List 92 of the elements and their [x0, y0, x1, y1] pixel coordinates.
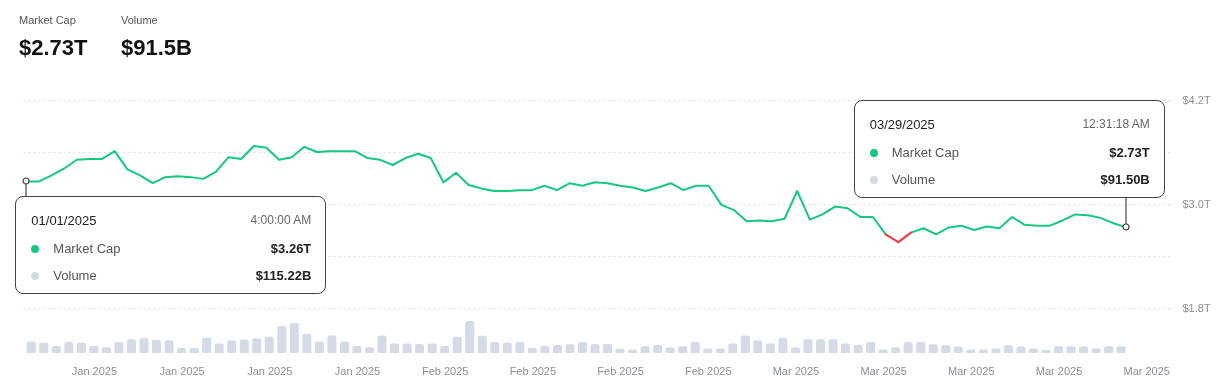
bar	[76, 342, 86, 353]
bar	[89, 345, 99, 353]
bar	[339, 341, 349, 353]
x-tick-label: Jan 2025	[334, 364, 381, 377]
bar	[866, 342, 876, 353]
x-tick-label: Mar 2025	[860, 364, 907, 377]
bar	[327, 335, 337, 353]
bar	[452, 336, 462, 353]
bar	[740, 335, 750, 353]
bar	[402, 343, 412, 353]
bar	[377, 335, 387, 353]
bar	[941, 345, 951, 353]
x-tick-label: Feb 2025	[421, 364, 469, 377]
annotation: $2.73T	[1109, 145, 1150, 161]
text: $2.73T	[19, 35, 88, 61]
bar	[440, 345, 450, 353]
x-tick-label: Feb 2025	[597, 364, 644, 377]
bar	[239, 339, 249, 353]
bar	[427, 343, 437, 353]
x-tick-label: Mar 2025	[1035, 364, 1083, 377]
annotation: 03/29/2025	[869, 116, 935, 132]
bar	[152, 339, 162, 353]
bar	[690, 342, 700, 353]
bar	[277, 326, 287, 353]
bar	[465, 321, 475, 353]
bar	[928, 344, 938, 353]
x-tick-label: Feb 2025	[509, 364, 557, 377]
annotation: $115.22B	[255, 268, 312, 284]
bar	[252, 338, 262, 353]
x-tick-label: Mar 2025	[948, 364, 995, 377]
y-tick-label: $1.8T	[1182, 301, 1211, 314]
x-tick-label: Jan 2025	[71, 364, 118, 377]
bar	[841, 343, 851, 353]
bar	[64, 342, 74, 353]
bar	[515, 342, 525, 353]
bar	[765, 343, 775, 353]
bar	[202, 337, 212, 353]
bar	[39, 342, 49, 353]
bar	[903, 342, 913, 353]
bar	[603, 344, 613, 353]
bar	[314, 341, 324, 353]
bar	[302, 333, 312, 353]
bar	[289, 322, 299, 353]
bar	[126, 339, 136, 353]
bar	[753, 340, 763, 353]
x-tick-label: Jan 2025	[247, 364, 293, 377]
bar	[653, 345, 663, 353]
annotation: $3.26T	[270, 241, 312, 257]
bar	[26, 341, 36, 353]
bar	[728, 343, 738, 353]
bar	[390, 343, 400, 353]
y-tick-label: $4.2T	[1182, 93, 1211, 106]
text: Volume	[891, 172, 936, 188]
legend-label: Volume	[53, 268, 97, 284]
x-tick-label: Feb 2025	[685, 364, 732, 377]
bar	[1003, 345, 1013, 353]
bar	[778, 337, 788, 353]
bar	[164, 340, 174, 353]
bar	[565, 344, 575, 353]
annotation: 12:31:18 AM	[1082, 117, 1150, 132]
bar	[415, 344, 425, 353]
text: Volume	[121, 14, 158, 26]
bar	[477, 335, 487, 353]
bar	[51, 345, 61, 353]
text: $91.5B	[121, 35, 192, 61]
bar	[828, 339, 838, 353]
bar	[803, 339, 813, 353]
bar	[577, 342, 587, 353]
bar	[916, 342, 926, 353]
annotation: $91.50B	[1100, 172, 1150, 188]
bar	[590, 344, 600, 353]
bar	[264, 336, 274, 353]
annotation: 4:00:00 AM	[250, 213, 312, 228]
bar	[490, 342, 500, 353]
bar	[540, 345, 550, 353]
bar	[114, 342, 124, 353]
bar	[552, 345, 562, 353]
text: Market Cap	[53, 241, 121, 257]
bar	[214, 343, 224, 353]
bar	[352, 345, 362, 353]
bar	[502, 342, 512, 353]
legend-label: Market Cap	[891, 145, 959, 161]
annotation: 01/01/2025	[31, 212, 97, 228]
bar	[853, 344, 863, 353]
x-tick-label: Jan 2025	[159, 364, 205, 377]
bar	[139, 338, 149, 353]
bar	[227, 340, 237, 353]
bar	[815, 339, 825, 353]
y-tick-label: $3.0T	[1182, 197, 1211, 210]
x-tick-label: Mar 2025	[772, 364, 820, 377]
x-tick-label: Mar 2025	[1123, 364, 1170, 377]
text: Market Cap	[19, 14, 76, 26]
